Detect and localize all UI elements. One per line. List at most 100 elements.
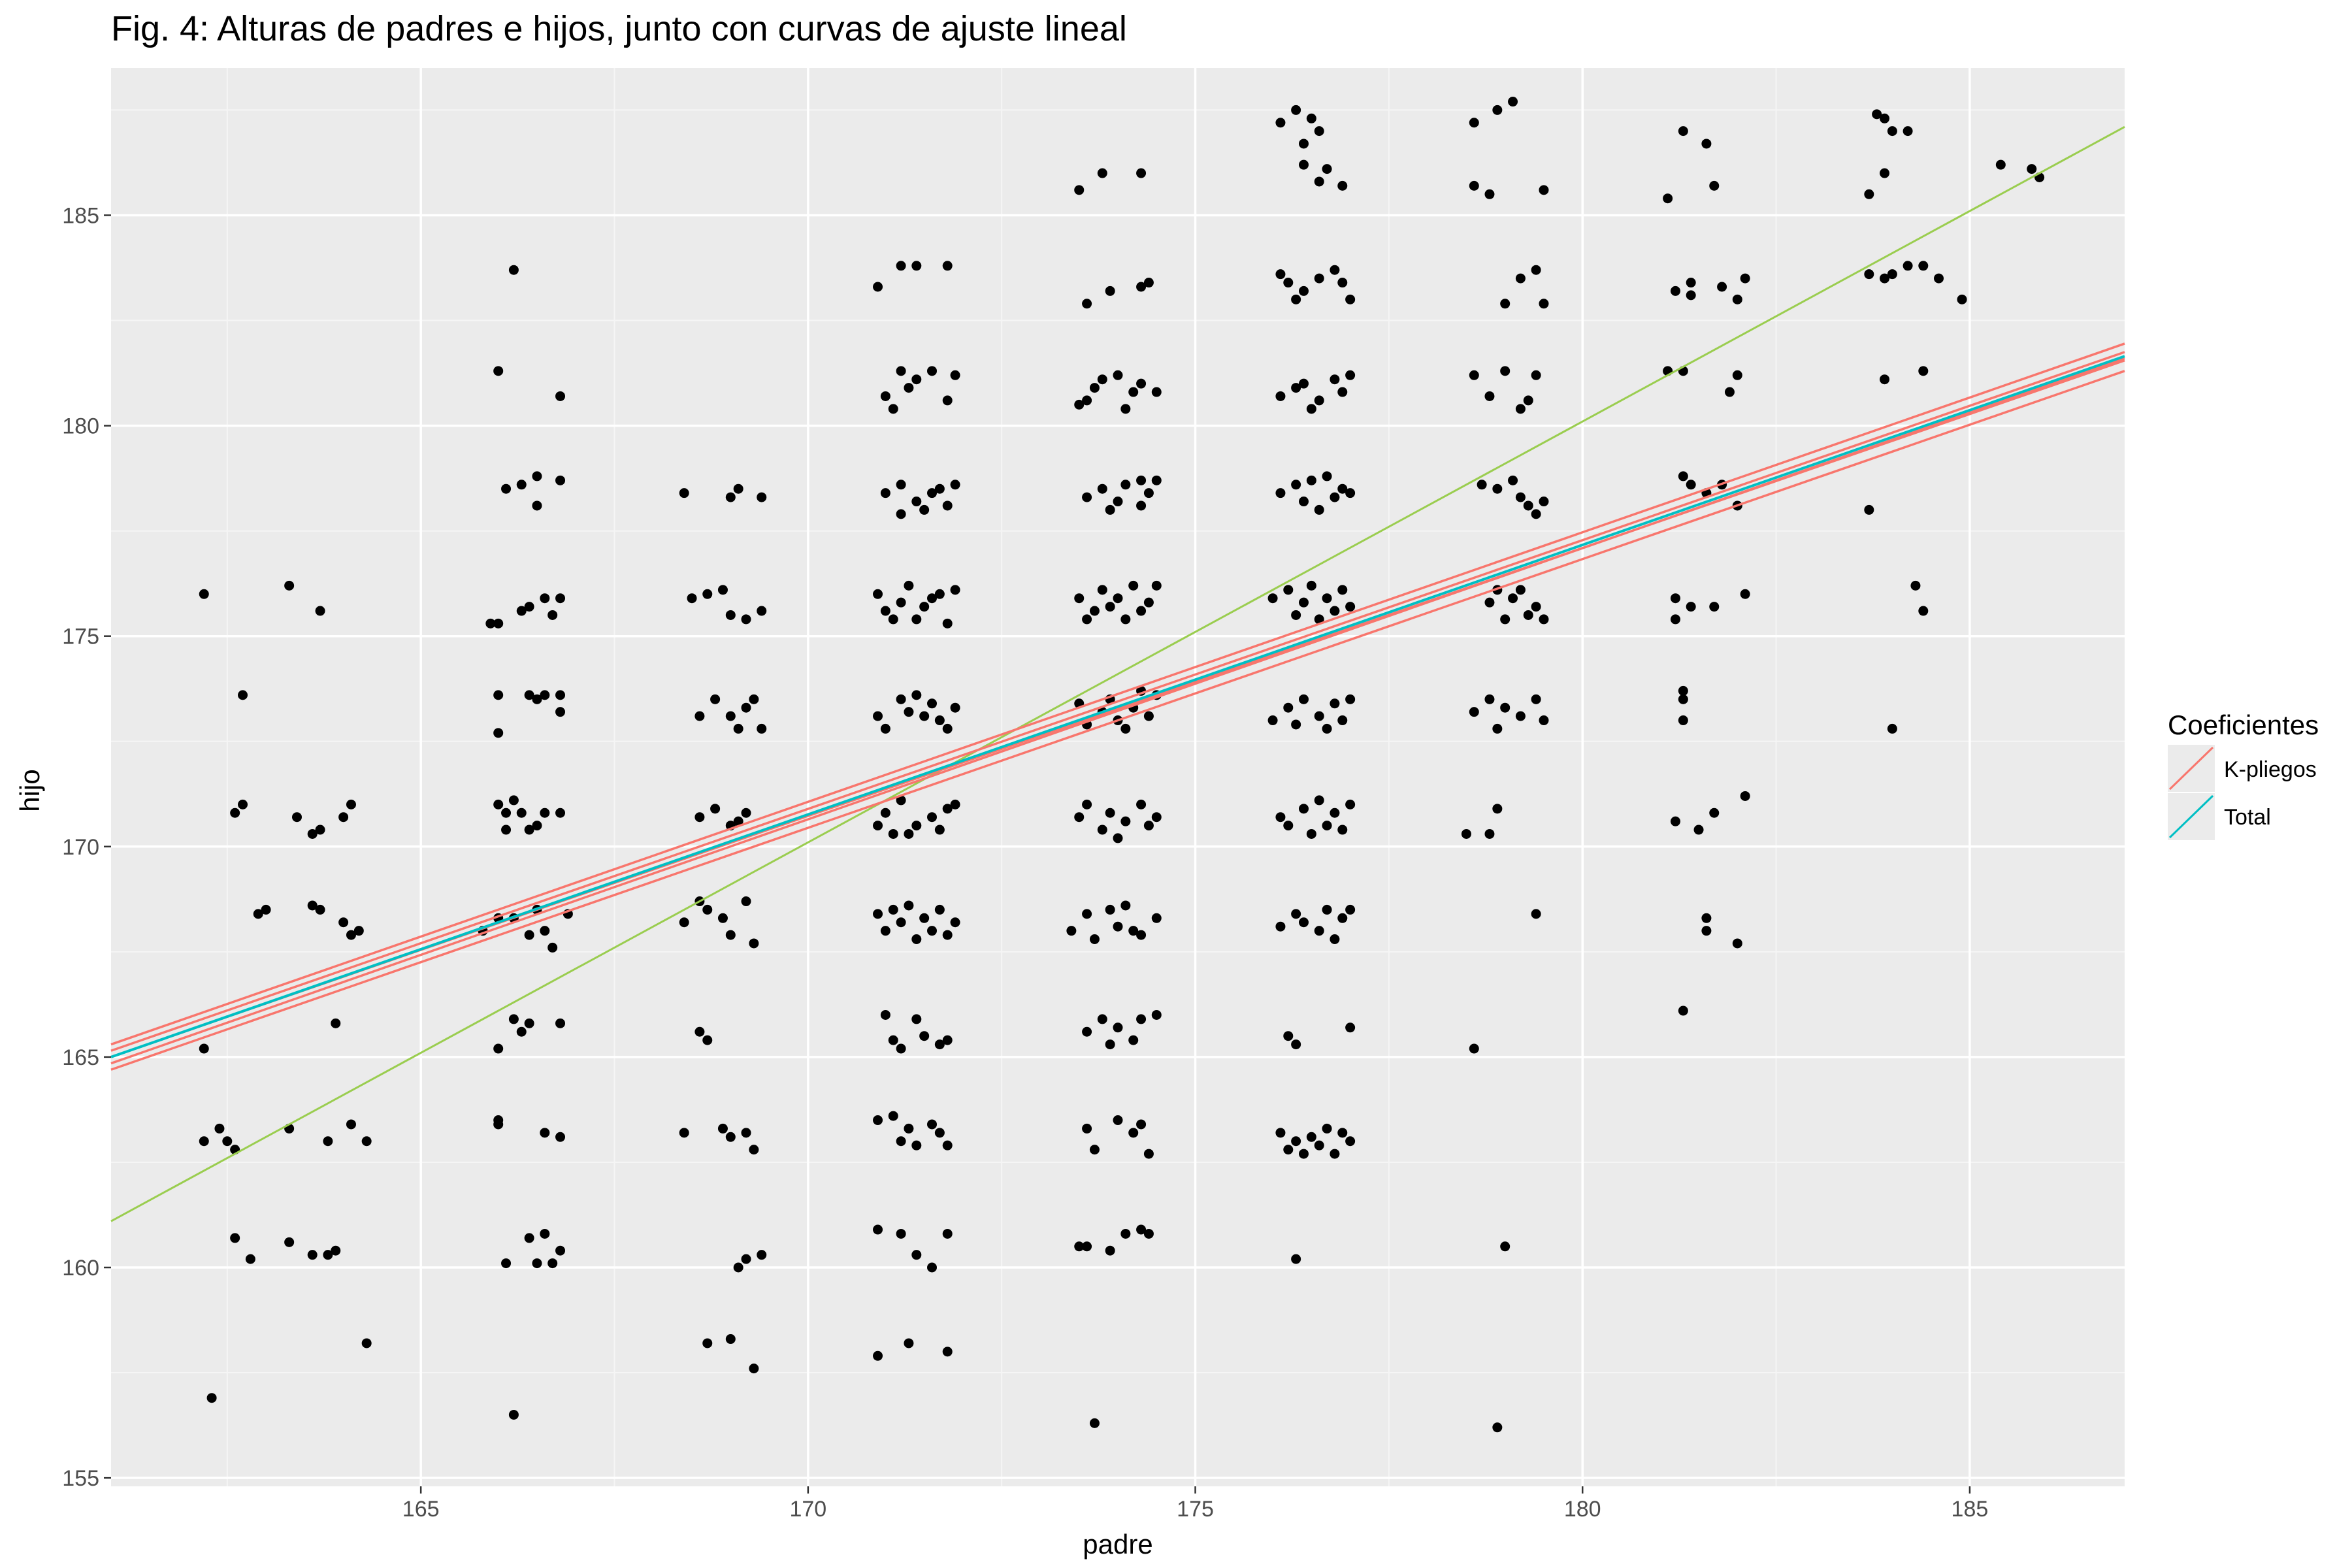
- data-point: [1306, 113, 1316, 123]
- data-point: [555, 593, 566, 604]
- data-point: [1918, 606, 1929, 616]
- data-point: [1082, 395, 1092, 406]
- data-point: [1298, 694, 1309, 704]
- data-point: [1678, 126, 1688, 137]
- data-point: [1709, 808, 1720, 818]
- data-point: [1291, 909, 1301, 919]
- data-point: [710, 804, 721, 814]
- data-point: [725, 1334, 736, 1345]
- data-point: [555, 707, 566, 717]
- data-point: [540, 690, 550, 700]
- data-point: [493, 1043, 504, 1054]
- data-point: [911, 1140, 922, 1151]
- data-point: [950, 585, 960, 595]
- data-point: [880, 723, 890, 734]
- data-point: [1484, 391, 1495, 401]
- data-point: [1469, 1043, 1479, 1054]
- data-point: [516, 808, 527, 818]
- data-point: [919, 602, 930, 612]
- data-point: [1089, 383, 1100, 393]
- data-point: [1097, 1014, 1107, 1024]
- data-point: [1291, 105, 1301, 115]
- data-point: [1298, 159, 1309, 170]
- data-point: [888, 1035, 898, 1045]
- data-point: [199, 1043, 209, 1054]
- y-tick-label: 160: [62, 1256, 99, 1281]
- data-point: [1469, 370, 1479, 380]
- data-point: [547, 1258, 558, 1269]
- data-point: [1082, 1026, 1092, 1037]
- data-point: [524, 1233, 534, 1243]
- legend-title: Coeficientes: [2168, 710, 2319, 740]
- data-point: [749, 694, 759, 704]
- data-point: [1113, 1115, 1123, 1126]
- data-point: [927, 366, 938, 376]
- data-point: [1469, 180, 1479, 191]
- data-point: [942, 1035, 953, 1045]
- data-point: [1686, 602, 1696, 612]
- data-point: [880, 1009, 890, 1020]
- data-point: [1314, 1140, 1324, 1151]
- data-point: [911, 1014, 922, 1024]
- data-point: [253, 909, 263, 919]
- data-point: [725, 610, 736, 620]
- data-point: [540, 1228, 550, 1239]
- data-point: [493, 690, 504, 700]
- plot-panel: [111, 68, 2125, 1486]
- data-point: [1492, 723, 1503, 734]
- data-point: [749, 1145, 759, 1155]
- data-point: [1539, 614, 1549, 625]
- data-point: [1880, 273, 1890, 284]
- data-point: [1531, 909, 1541, 919]
- data-point: [717, 913, 728, 923]
- data-point: [1136, 378, 1147, 389]
- data-point: [230, 1233, 240, 1243]
- data-point: [1523, 610, 1533, 620]
- data-point: [1717, 282, 1727, 292]
- data-point: [361, 1136, 372, 1147]
- data-point: [950, 370, 960, 380]
- data-point: [516, 606, 527, 616]
- data-point: [896, 694, 906, 704]
- data-point: [1515, 711, 1526, 721]
- data-point: [315, 606, 325, 616]
- data-point: [485, 618, 496, 629]
- x-tick-label: 170: [789, 1497, 826, 1522]
- data-point: [942, 261, 953, 271]
- data-point: [934, 589, 945, 599]
- data-point: [757, 492, 767, 502]
- data-point: [323, 1250, 333, 1260]
- data-point: [346, 799, 356, 809]
- data-point: [741, 896, 751, 907]
- data-point: [919, 913, 930, 923]
- data-point: [1918, 261, 1929, 271]
- fit-line-green: [110, 125, 2125, 1222]
- data-point: [1995, 159, 2006, 170]
- data-point: [1113, 1022, 1123, 1033]
- data-point: [1143, 821, 1154, 831]
- data-point: [896, 480, 906, 490]
- data-point: [222, 1136, 233, 1147]
- data-point: [942, 804, 953, 814]
- data-point: [950, 799, 960, 809]
- data-point: [1539, 299, 1549, 309]
- data-point: [702, 1035, 713, 1045]
- data-point: [307, 828, 318, 839]
- data-point: [1128, 387, 1139, 397]
- data-point: [1151, 1009, 1162, 1020]
- data-point: [532, 500, 542, 511]
- data-point: [888, 828, 898, 839]
- legend-key-kpliegos: [2168, 745, 2215, 792]
- data-point: [1345, 799, 1356, 809]
- data-point: [1105, 1245, 1115, 1256]
- data-point: [896, 366, 906, 376]
- data-point: [942, 723, 953, 734]
- data-point: [1074, 1241, 1085, 1252]
- data-point: [702, 904, 713, 915]
- data-point: [524, 690, 534, 700]
- data-point: [1539, 497, 1549, 507]
- data-point: [1337, 1128, 1348, 1138]
- data-point: [1500, 366, 1511, 376]
- data-point: [1291, 610, 1301, 620]
- data-point: [1523, 395, 1533, 406]
